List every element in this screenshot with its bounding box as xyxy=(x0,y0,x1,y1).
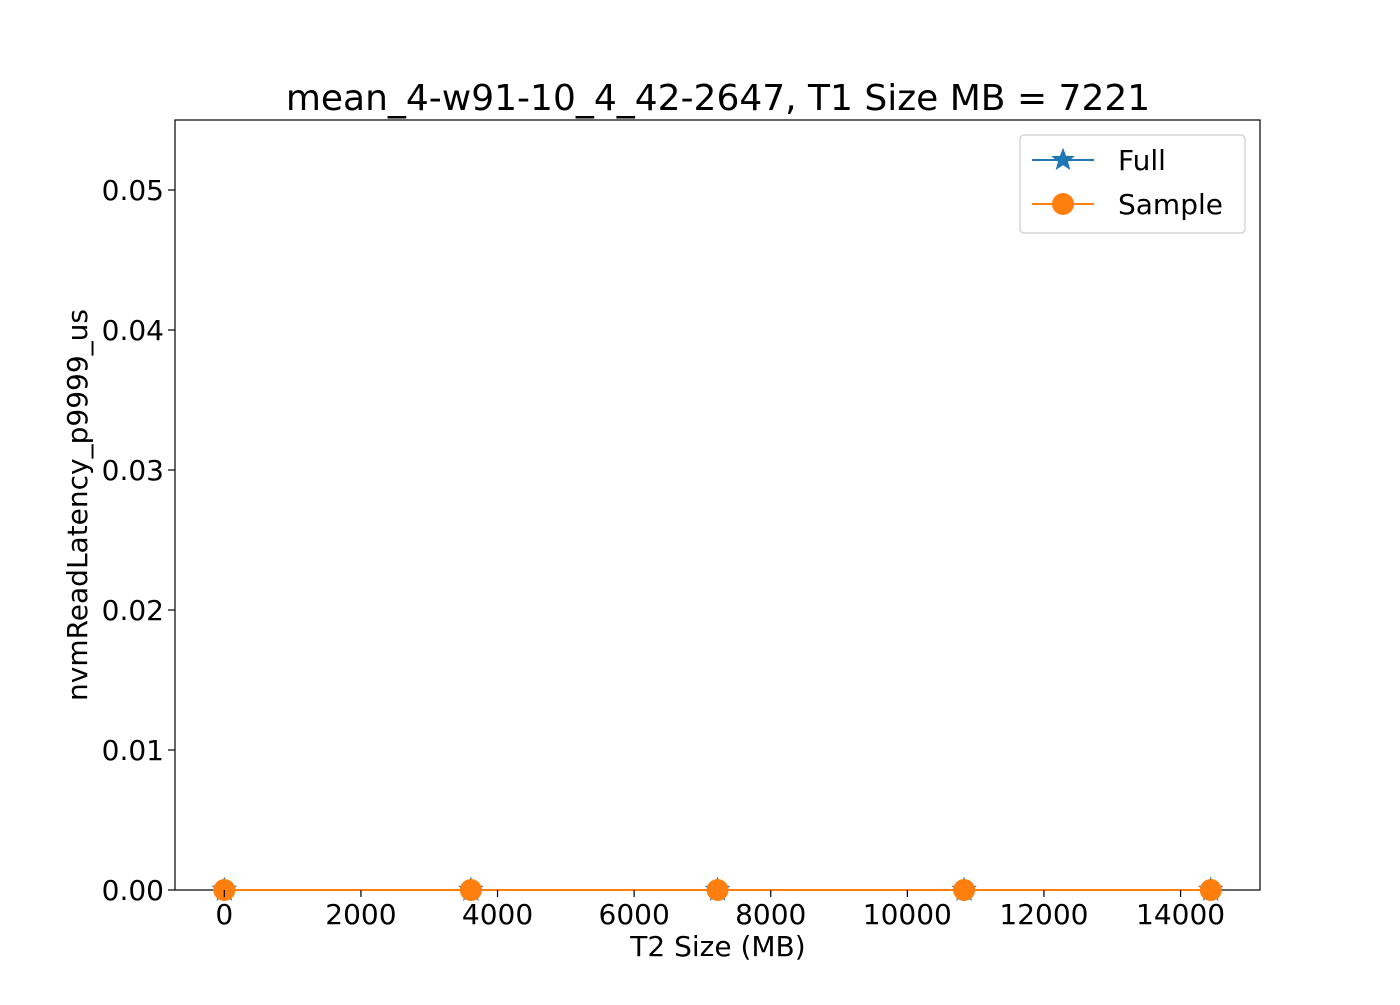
data-point xyxy=(1199,879,1222,901)
y-tick-label: 0.01 xyxy=(102,734,164,767)
x-tick-label: 4000 xyxy=(462,898,533,931)
legend-item: Full xyxy=(1032,144,1166,177)
x-axis: 0 2000 4000 6000 8000 10000 12000 14000 xyxy=(215,890,1225,931)
star-marker-icon xyxy=(1051,147,1075,171)
legend-label: Sample xyxy=(1118,188,1223,221)
y-tick-label: 0.05 xyxy=(102,174,164,207)
x-tick-label: 0 xyxy=(215,898,233,931)
y-axis-label: nvmReadLatency_p9999_us xyxy=(61,309,94,701)
x-tick-label: 10000 xyxy=(863,898,952,931)
x-tick-label: 12000 xyxy=(999,898,1088,931)
y-tick-label: 0.02 xyxy=(102,594,164,627)
x-tick-label: 2000 xyxy=(325,898,396,931)
circle-marker-icon xyxy=(1052,193,1074,215)
legend: Full Sample xyxy=(1019,134,1246,234)
y-tick-label: 0.04 xyxy=(102,314,164,347)
data-point xyxy=(953,879,976,901)
chart-title: mean_4-w91-10_4_42-2647, T1 Size MB = 72… xyxy=(286,78,1150,119)
x-tick-label: 6000 xyxy=(599,898,670,931)
series-layer xyxy=(211,876,1224,901)
legend-label: Full xyxy=(1118,144,1166,177)
y-tick-label: 0.03 xyxy=(102,454,164,487)
x-axis-label: T2 Size (MB) xyxy=(629,930,805,963)
data-point xyxy=(459,879,482,901)
legend-item: Sample xyxy=(1032,188,1223,221)
x-tick-label: 8000 xyxy=(735,898,806,931)
y-axis: 0.00 0.01 0.02 0.03 0.04 0.05 xyxy=(102,174,175,907)
x-tick-label: 14000 xyxy=(1136,898,1225,931)
series-sample xyxy=(213,879,1222,901)
y-tick-label: 0.00 xyxy=(102,874,164,907)
data-point xyxy=(706,879,729,901)
